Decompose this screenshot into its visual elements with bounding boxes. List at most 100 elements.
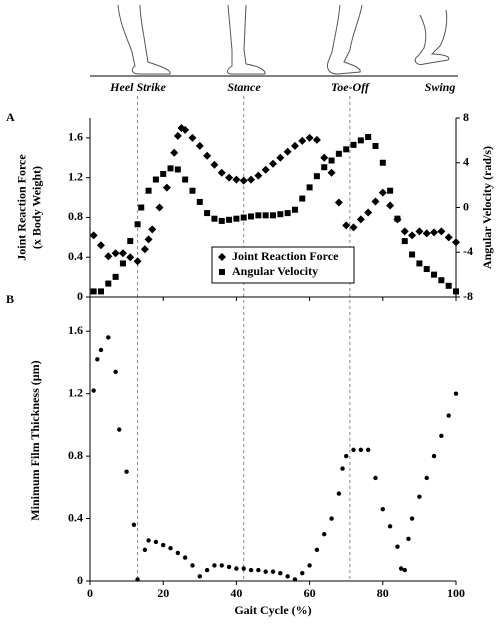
data-point xyxy=(270,569,276,574)
data-point xyxy=(400,227,409,236)
leg-stance xyxy=(227,4,266,75)
data-point xyxy=(197,574,202,579)
y-tick-label: 0 xyxy=(77,289,83,303)
y2-axis-label: Angular Velocity (rad/s) xyxy=(480,146,494,269)
data-point xyxy=(444,233,453,242)
data-point xyxy=(196,198,203,205)
data-point xyxy=(423,266,430,273)
data-point xyxy=(210,160,219,169)
phase-label: Swing xyxy=(425,80,456,94)
data-point xyxy=(119,260,126,267)
y-tick-label: 1.6 xyxy=(68,130,83,144)
data-point xyxy=(190,563,195,568)
data-point xyxy=(298,136,307,145)
data-point xyxy=(161,542,166,548)
data-point xyxy=(452,238,460,247)
data-point xyxy=(371,197,380,206)
data-point xyxy=(226,564,232,570)
x-tick-label: 100 xyxy=(447,586,465,600)
data-point xyxy=(111,249,120,258)
data-point xyxy=(336,491,342,496)
data-point xyxy=(117,427,122,432)
data-point xyxy=(277,211,284,218)
data-point xyxy=(340,466,345,471)
data-point xyxy=(168,546,173,551)
data-point xyxy=(300,570,305,576)
data-point xyxy=(89,231,98,240)
data-point xyxy=(278,570,283,576)
data-point xyxy=(378,188,387,197)
legend-label: Joint Reaction Force xyxy=(232,249,339,263)
legend-marker xyxy=(219,269,225,275)
gait-illustrations xyxy=(90,4,458,77)
data-point xyxy=(112,273,119,280)
data-point xyxy=(284,210,291,217)
data-point xyxy=(140,245,149,254)
data-point xyxy=(105,280,112,287)
data-point xyxy=(395,544,400,549)
data-point xyxy=(445,282,452,289)
data-point xyxy=(254,171,263,180)
y-tick-label: 0.8 xyxy=(68,209,83,223)
data-point xyxy=(170,148,179,157)
y-axis-label: (x Body Weight) xyxy=(29,166,43,249)
data-point xyxy=(299,195,306,202)
y-tick-label: 1.6 xyxy=(68,323,83,337)
data-point xyxy=(422,229,431,238)
data-point xyxy=(145,187,152,194)
data-point xyxy=(327,168,336,177)
data-point xyxy=(219,563,224,568)
data-point xyxy=(290,141,299,150)
data-point xyxy=(127,238,134,245)
data-point xyxy=(285,574,290,579)
phase-label: Heel Strike xyxy=(109,80,166,94)
data-point xyxy=(226,216,233,223)
data-point xyxy=(173,131,182,140)
data-point xyxy=(314,547,320,552)
data-point xyxy=(134,221,141,228)
data-point xyxy=(240,214,247,221)
data-point xyxy=(342,221,351,230)
data-point xyxy=(312,135,321,144)
data-point xyxy=(349,223,358,232)
data-point xyxy=(430,228,439,237)
data-point xyxy=(305,133,314,142)
x-tick-label: 60 xyxy=(304,586,316,600)
data-point xyxy=(365,447,371,453)
data-point xyxy=(97,288,104,295)
data-point xyxy=(211,215,218,222)
data-point xyxy=(167,165,174,172)
data-point xyxy=(234,566,239,571)
data-point xyxy=(364,208,373,217)
data-point xyxy=(247,175,256,184)
data-point xyxy=(283,147,292,156)
data-point xyxy=(387,524,393,529)
y2-tick-label: 8 xyxy=(463,110,469,124)
data-point xyxy=(358,447,364,453)
data-point xyxy=(225,173,234,182)
x-tick-label: 0 xyxy=(87,586,93,600)
data-point xyxy=(402,567,407,573)
data-point xyxy=(351,447,356,453)
data-point xyxy=(248,567,254,573)
y2-tick-label: 4 xyxy=(463,155,469,169)
panel-label: A xyxy=(6,110,15,124)
data-point xyxy=(162,183,171,192)
phase-label: Stance xyxy=(227,80,261,94)
legend-label: Angular Velocity xyxy=(232,264,318,278)
data-point xyxy=(334,198,343,207)
data-point xyxy=(175,550,181,556)
data-point xyxy=(373,475,378,481)
data-point xyxy=(90,288,97,295)
data-point xyxy=(95,357,100,362)
phase-label: Toe-Off xyxy=(331,80,370,94)
x-tick-label: 20 xyxy=(157,586,169,600)
data-point xyxy=(291,206,298,213)
leg-toe-off xyxy=(327,4,363,75)
phase-labels: Heel Strike Stance Toe-Off Swing xyxy=(109,80,455,94)
data-point xyxy=(212,563,217,568)
y-axis-label: Minimum Film Thickness (µm) xyxy=(28,360,42,520)
leg-swing xyxy=(414,9,450,65)
y-tick-label: 0 xyxy=(77,573,83,587)
data-point xyxy=(152,176,159,183)
